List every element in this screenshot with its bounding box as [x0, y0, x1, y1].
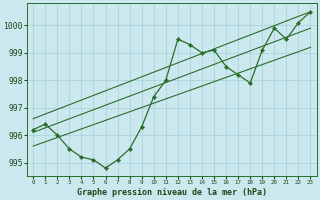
X-axis label: Graphe pression niveau de la mer (hPa): Graphe pression niveau de la mer (hPa) [77, 188, 267, 197]
